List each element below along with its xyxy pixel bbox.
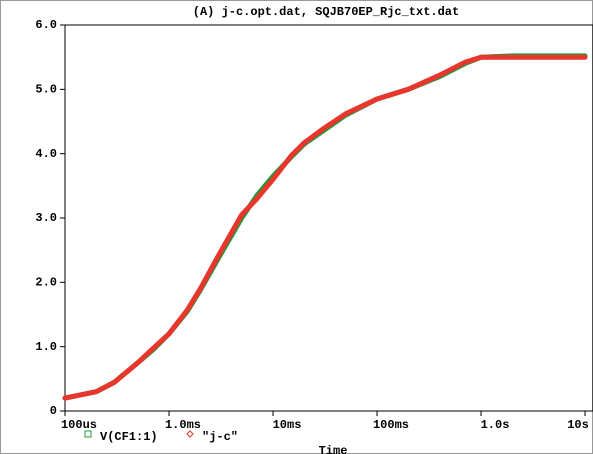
y-tick-label: 2.0: [35, 276, 57, 290]
x-tick-label: 1.0ms: [165, 418, 201, 432]
series-line: [62, 54, 588, 401]
y-tick-label: 0: [50, 404, 57, 418]
y-tick-label: 5.0: [35, 83, 57, 97]
y-tick-label: 1.0: [35, 340, 57, 354]
x-axis-label: Time: [319, 444, 348, 454]
legend-label: V(CF1:1): [100, 430, 158, 444]
chart-title: (A) j-c.opt.dat, SQJB70EP_Rjc_txt.dat: [193, 5, 459, 19]
x-tick-label: 1.0s: [481, 418, 510, 432]
x-tick-label: 100us: [61, 418, 97, 432]
legend-marker: [186, 430, 194, 438]
y-tick-label: 4.0: [35, 147, 57, 161]
legend-label: "j-c": [202, 430, 238, 444]
x-tick-label: 100ms: [373, 418, 409, 432]
y-tick-label: 3.0: [35, 211, 57, 225]
x-tick-label: 10s: [567, 418, 589, 432]
legend-marker: [84, 430, 92, 438]
y-tick-label: 6.0: [35, 18, 57, 32]
x-tick-label: 10ms: [273, 418, 302, 432]
